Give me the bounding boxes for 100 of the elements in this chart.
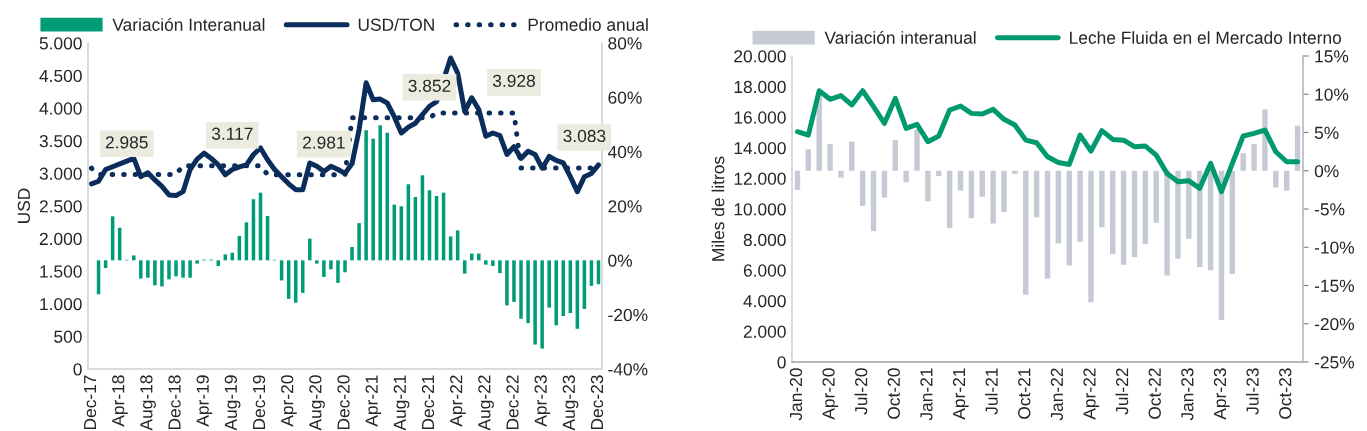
- y-tick-label: 14.000: [734, 141, 786, 155]
- bar: [491, 260, 495, 267]
- bar: [146, 260, 150, 278]
- y-tick-label: 1.000: [40, 297, 82, 311]
- bar: [979, 170, 985, 197]
- bar: [364, 130, 368, 261]
- bar: [1251, 143, 1257, 171]
- x-tick-label: Aug-22: [478, 375, 494, 431]
- y2-tick-label: 60%: [608, 91, 642, 104]
- x-tick-label: Jul-21: [985, 368, 998, 415]
- x-tick-label: Apr-23: [534, 375, 551, 427]
- bar: [357, 223, 361, 261]
- y-tick-label: 18.000: [734, 80, 786, 94]
- y2-tick-label: 40%: [607, 145, 642, 159]
- x-tick-label: Dec-17: [84, 375, 97, 430]
- bar: [827, 143, 833, 171]
- y2-tick-label: 0%: [608, 254, 633, 267]
- bar: [343, 260, 347, 273]
- bar: [870, 170, 877, 232]
- x-tick-label: Apr-20: [281, 375, 297, 427]
- bar: [1012, 170, 1018, 174]
- y2-tick-label: 0%: [1314, 164, 1339, 178]
- bar: [160, 260, 164, 287]
- bar: [914, 129, 920, 171]
- bar: [1240, 153, 1246, 171]
- bar: [167, 260, 171, 280]
- bar: [1229, 170, 1236, 275]
- x-tick-label: Dec-20: [337, 375, 350, 430]
- bar: [990, 170, 996, 224]
- bar: [1207, 170, 1214, 271]
- bar: [1044, 170, 1051, 279]
- y-tick-label: 12.000: [734, 172, 786, 185]
- x-tick-label: Dec-18: [168, 375, 181, 430]
- y-tick-label: 0: [73, 363, 82, 376]
- bar: [1164, 170, 1170, 276]
- bar: [957, 170, 964, 191]
- bar: [849, 141, 855, 171]
- y-tick-label: 3.500: [39, 134, 82, 148]
- y2-tick-label: 5%: [1314, 126, 1339, 139]
- data-label: 2.981: [303, 136, 345, 149]
- y2-tick-label: -5%: [1314, 203, 1345, 216]
- y2-tick-label: -10%: [1314, 241, 1355, 254]
- bar: [477, 253, 481, 261]
- bar: [315, 260, 319, 264]
- x-tick-label: Dec-19: [252, 375, 266, 430]
- bar: [1120, 170, 1127, 265]
- bar: [1175, 170, 1181, 259]
- x-tick-label: Dec-22: [506, 375, 519, 430]
- x-tick-label: Aug-19: [224, 375, 241, 431]
- bar: [925, 170, 931, 202]
- y-tick-label: 10.000: [734, 203, 786, 216]
- bar: [139, 260, 143, 279]
- x-tick-label: Jan-21: [920, 368, 933, 421]
- y-tick-label: 6.000: [743, 264, 786, 277]
- x-tick-label: Oct-21: [1018, 368, 1031, 419]
- bar: [174, 260, 178, 277]
- bar: [322, 260, 326, 277]
- y-tick-label: 4.000: [39, 102, 82, 115]
- bar: [1142, 170, 1149, 245]
- bar: [838, 170, 844, 178]
- bar: [554, 260, 558, 326]
- bar: [1283, 170, 1290, 191]
- y2-tick-label: -20%: [608, 308, 648, 322]
- y-tick-label: 0: [777, 356, 786, 369]
- bar: [300, 260, 305, 293]
- x-tick-label: Oct-23: [1279, 368, 1292, 419]
- bar: [132, 255, 136, 261]
- y-tick-label: 8.000: [743, 233, 786, 247]
- x-tick-label: Apr-22: [450, 375, 466, 427]
- y-tick-label: 2.000: [39, 232, 82, 246]
- y2-tick-label: -15%: [1314, 279, 1355, 292]
- data-label: 3.083: [563, 129, 606, 143]
- bar: [540, 260, 544, 349]
- bar: [805, 149, 812, 171]
- bar: [547, 260, 551, 308]
- y-tick-label: 500: [54, 330, 82, 343]
- y2-tick-label: 20%: [608, 200, 642, 213]
- y-tick-label: 4.000: [743, 294, 786, 308]
- x-tick-label: Aug-18: [140, 375, 156, 431]
- x-tick-label: Apr-20: [822, 368, 839, 420]
- bar: [336, 260, 340, 283]
- x-tick-label: Jan-22: [1050, 368, 1064, 421]
- legend-label: USD/TON: [358, 18, 434, 31]
- bar: [794, 170, 801, 190]
- bar: [1001, 170, 1007, 213]
- bar: [1186, 170, 1192, 239]
- bar: [195, 260, 199, 264]
- bar: [505, 260, 509, 306]
- x-tick-label: Jan-23: [1181, 368, 1194, 421]
- x-tick-label: Jul-23: [1245, 368, 1259, 415]
- bar: [329, 260, 333, 270]
- x-tick-label: Aug-23: [562, 375, 579, 431]
- bar: [1273, 170, 1279, 188]
- bar: [519, 260, 523, 319]
- y2-tick-label: 15%: [1315, 50, 1349, 63]
- bar: [892, 140, 899, 171]
- bar: [1077, 170, 1083, 242]
- bar: [1033, 170, 1040, 218]
- bar: [484, 260, 488, 265]
- y-tick-label: 2.000: [743, 325, 786, 338]
